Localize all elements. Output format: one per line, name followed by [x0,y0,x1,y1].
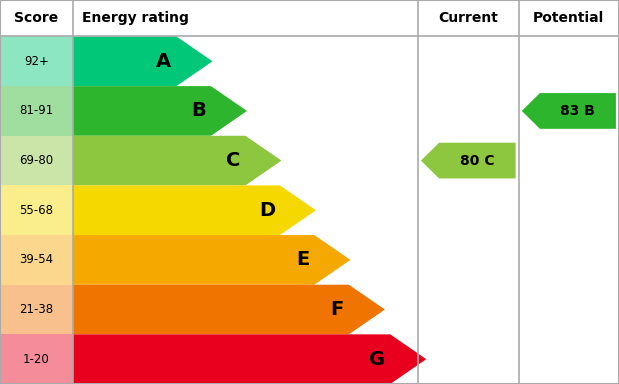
Polygon shape [522,93,616,129]
Text: 81-91: 81-91 [19,104,54,118]
Text: 80 C: 80 C [460,154,495,167]
Text: C: C [226,151,241,170]
Bar [0,86,73,136]
Text: 92+: 92+ [24,55,49,68]
Polygon shape [73,235,350,285]
Text: G: G [369,350,385,369]
Bar [0,36,73,86]
Bar [0,136,73,185]
Polygon shape [73,36,212,86]
Text: Energy rating: Energy rating [82,11,189,25]
Text: F: F [331,300,344,319]
Polygon shape [73,86,247,136]
Text: 69-80: 69-80 [19,154,54,167]
Bar [0,185,73,235]
Polygon shape [73,285,385,334]
Text: A: A [157,52,171,71]
Polygon shape [73,136,282,185]
Text: 83 B: 83 B [560,104,595,118]
Bar [0,334,73,384]
Polygon shape [73,185,316,235]
Text: 55-68: 55-68 [20,204,53,217]
Text: B: B [191,101,206,121]
Bar [0,285,73,334]
Text: 21-38: 21-38 [19,303,54,316]
Polygon shape [73,334,426,384]
Text: 39-54: 39-54 [19,253,54,266]
Polygon shape [421,143,516,179]
Text: 1-20: 1-20 [23,353,50,366]
Bar [0,235,73,285]
Text: Score: Score [14,11,59,25]
Text: Current: Current [438,11,498,25]
Text: Potential: Potential [533,11,605,25]
Text: D: D [259,201,275,220]
Text: E: E [296,250,310,270]
